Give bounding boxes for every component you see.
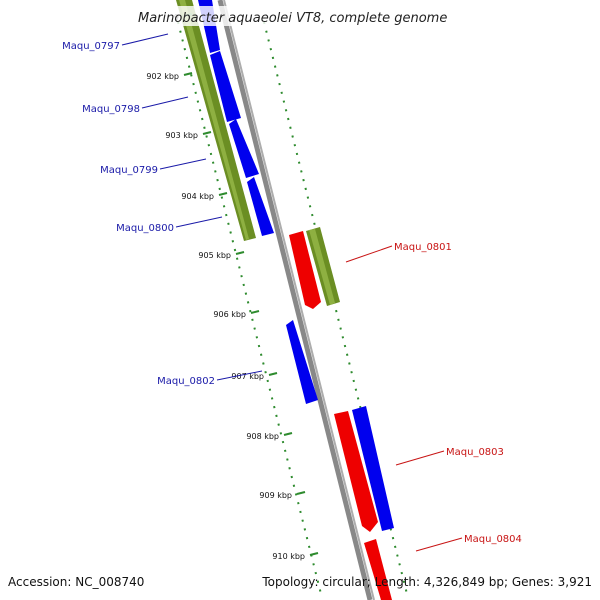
scale-tick bbox=[218, 192, 228, 196]
gene-label[interactable]: Maqu_0801 bbox=[394, 242, 452, 253]
gene-label[interactable]: Maqu_0804 bbox=[464, 534, 522, 545]
page-title: Marinobacter aquaeolei VT8, complete gen… bbox=[138, 11, 447, 26]
cds-arrow-0803-reverse[interactable] bbox=[334, 411, 378, 532]
cds-arrow-0799[interactable] bbox=[229, 119, 259, 178]
scale-tick-label: 904 kbp bbox=[181, 192, 214, 201]
gene-label[interactable]: Maqu_0803 bbox=[446, 447, 504, 458]
cds-arrow-0804[interactable] bbox=[364, 539, 392, 600]
cds-arrow-0801[interactable] bbox=[289, 231, 321, 309]
gene-labels: Maqu_0797 Maqu_0798 Maqu_0799 Maqu_0800 Maqu… bbox=[62, 33, 522, 552]
scale-tick bbox=[235, 251, 245, 255]
gene-label[interactable]: Maqu_0798 bbox=[82, 104, 140, 115]
gene-label[interactable]: Maqu_0797 bbox=[62, 41, 120, 52]
gene-label[interactable]: Maqu_0800 bbox=[116, 223, 174, 234]
gene-leader-line bbox=[395, 450, 445, 466]
gene-leader-line bbox=[141, 96, 189, 109]
inner-dotted-guide bbox=[177, 21, 323, 599]
scale-tick bbox=[296, 491, 306, 495]
scale-tick bbox=[250, 310, 260, 314]
gene-leader-line bbox=[175, 216, 223, 228]
gene-label[interactable]: Maqu_0802 bbox=[157, 376, 215, 387]
genome-backbone-right bbox=[223, 0, 375, 600]
cds-arrow-0802[interactable] bbox=[286, 320, 318, 404]
cds-features bbox=[198, 0, 394, 600]
scale-tick-label: 907 kbp bbox=[231, 372, 264, 381]
title-background bbox=[128, 6, 464, 26]
gene-label[interactable]: Maqu_0799 bbox=[100, 165, 158, 176]
gene-leader-line bbox=[415, 537, 463, 552]
gene-leader-line bbox=[121, 33, 169, 46]
scale-tick bbox=[202, 131, 212, 135]
cds-arrow-0800[interactable] bbox=[247, 177, 274, 236]
scale-tick-label: 902 kbp bbox=[146, 72, 179, 81]
scale-tick-label: 903 kbp bbox=[165, 131, 198, 140]
scale-tick bbox=[309, 552, 319, 556]
scale-tick-label: 906 kbp bbox=[213, 310, 246, 319]
gene-track bbox=[176, 0, 340, 306]
gene-leader-line bbox=[345, 245, 393, 263]
scale-tick bbox=[268, 372, 278, 376]
accession-label: Accession: NC_008740 bbox=[8, 575, 144, 589]
scale-tick-label: 905 kbp bbox=[198, 251, 231, 260]
gene-track-segment bbox=[179, 0, 249, 240]
genome-stats-label: Topology: circular; Length: 4,326,849 bp… bbox=[261, 575, 592, 589]
gene-track-segment-0801-highlight bbox=[309, 229, 335, 305]
scale-tick-label: 910 kbp bbox=[272, 552, 305, 561]
scale-tick-label: 909 kbp bbox=[259, 491, 292, 500]
scale-tick-label: 908 kbp bbox=[246, 432, 279, 441]
genome-backbone bbox=[217, 0, 373, 600]
cds-arrow-0798[interactable] bbox=[210, 51, 241, 122]
gene-leader-line bbox=[216, 370, 263, 381]
scale-tick bbox=[283, 432, 293, 436]
gene-leader-line bbox=[159, 158, 207, 170]
scale-tick bbox=[183, 72, 193, 76]
cds-arrow-0803-forward[interactable] bbox=[352, 406, 394, 531]
